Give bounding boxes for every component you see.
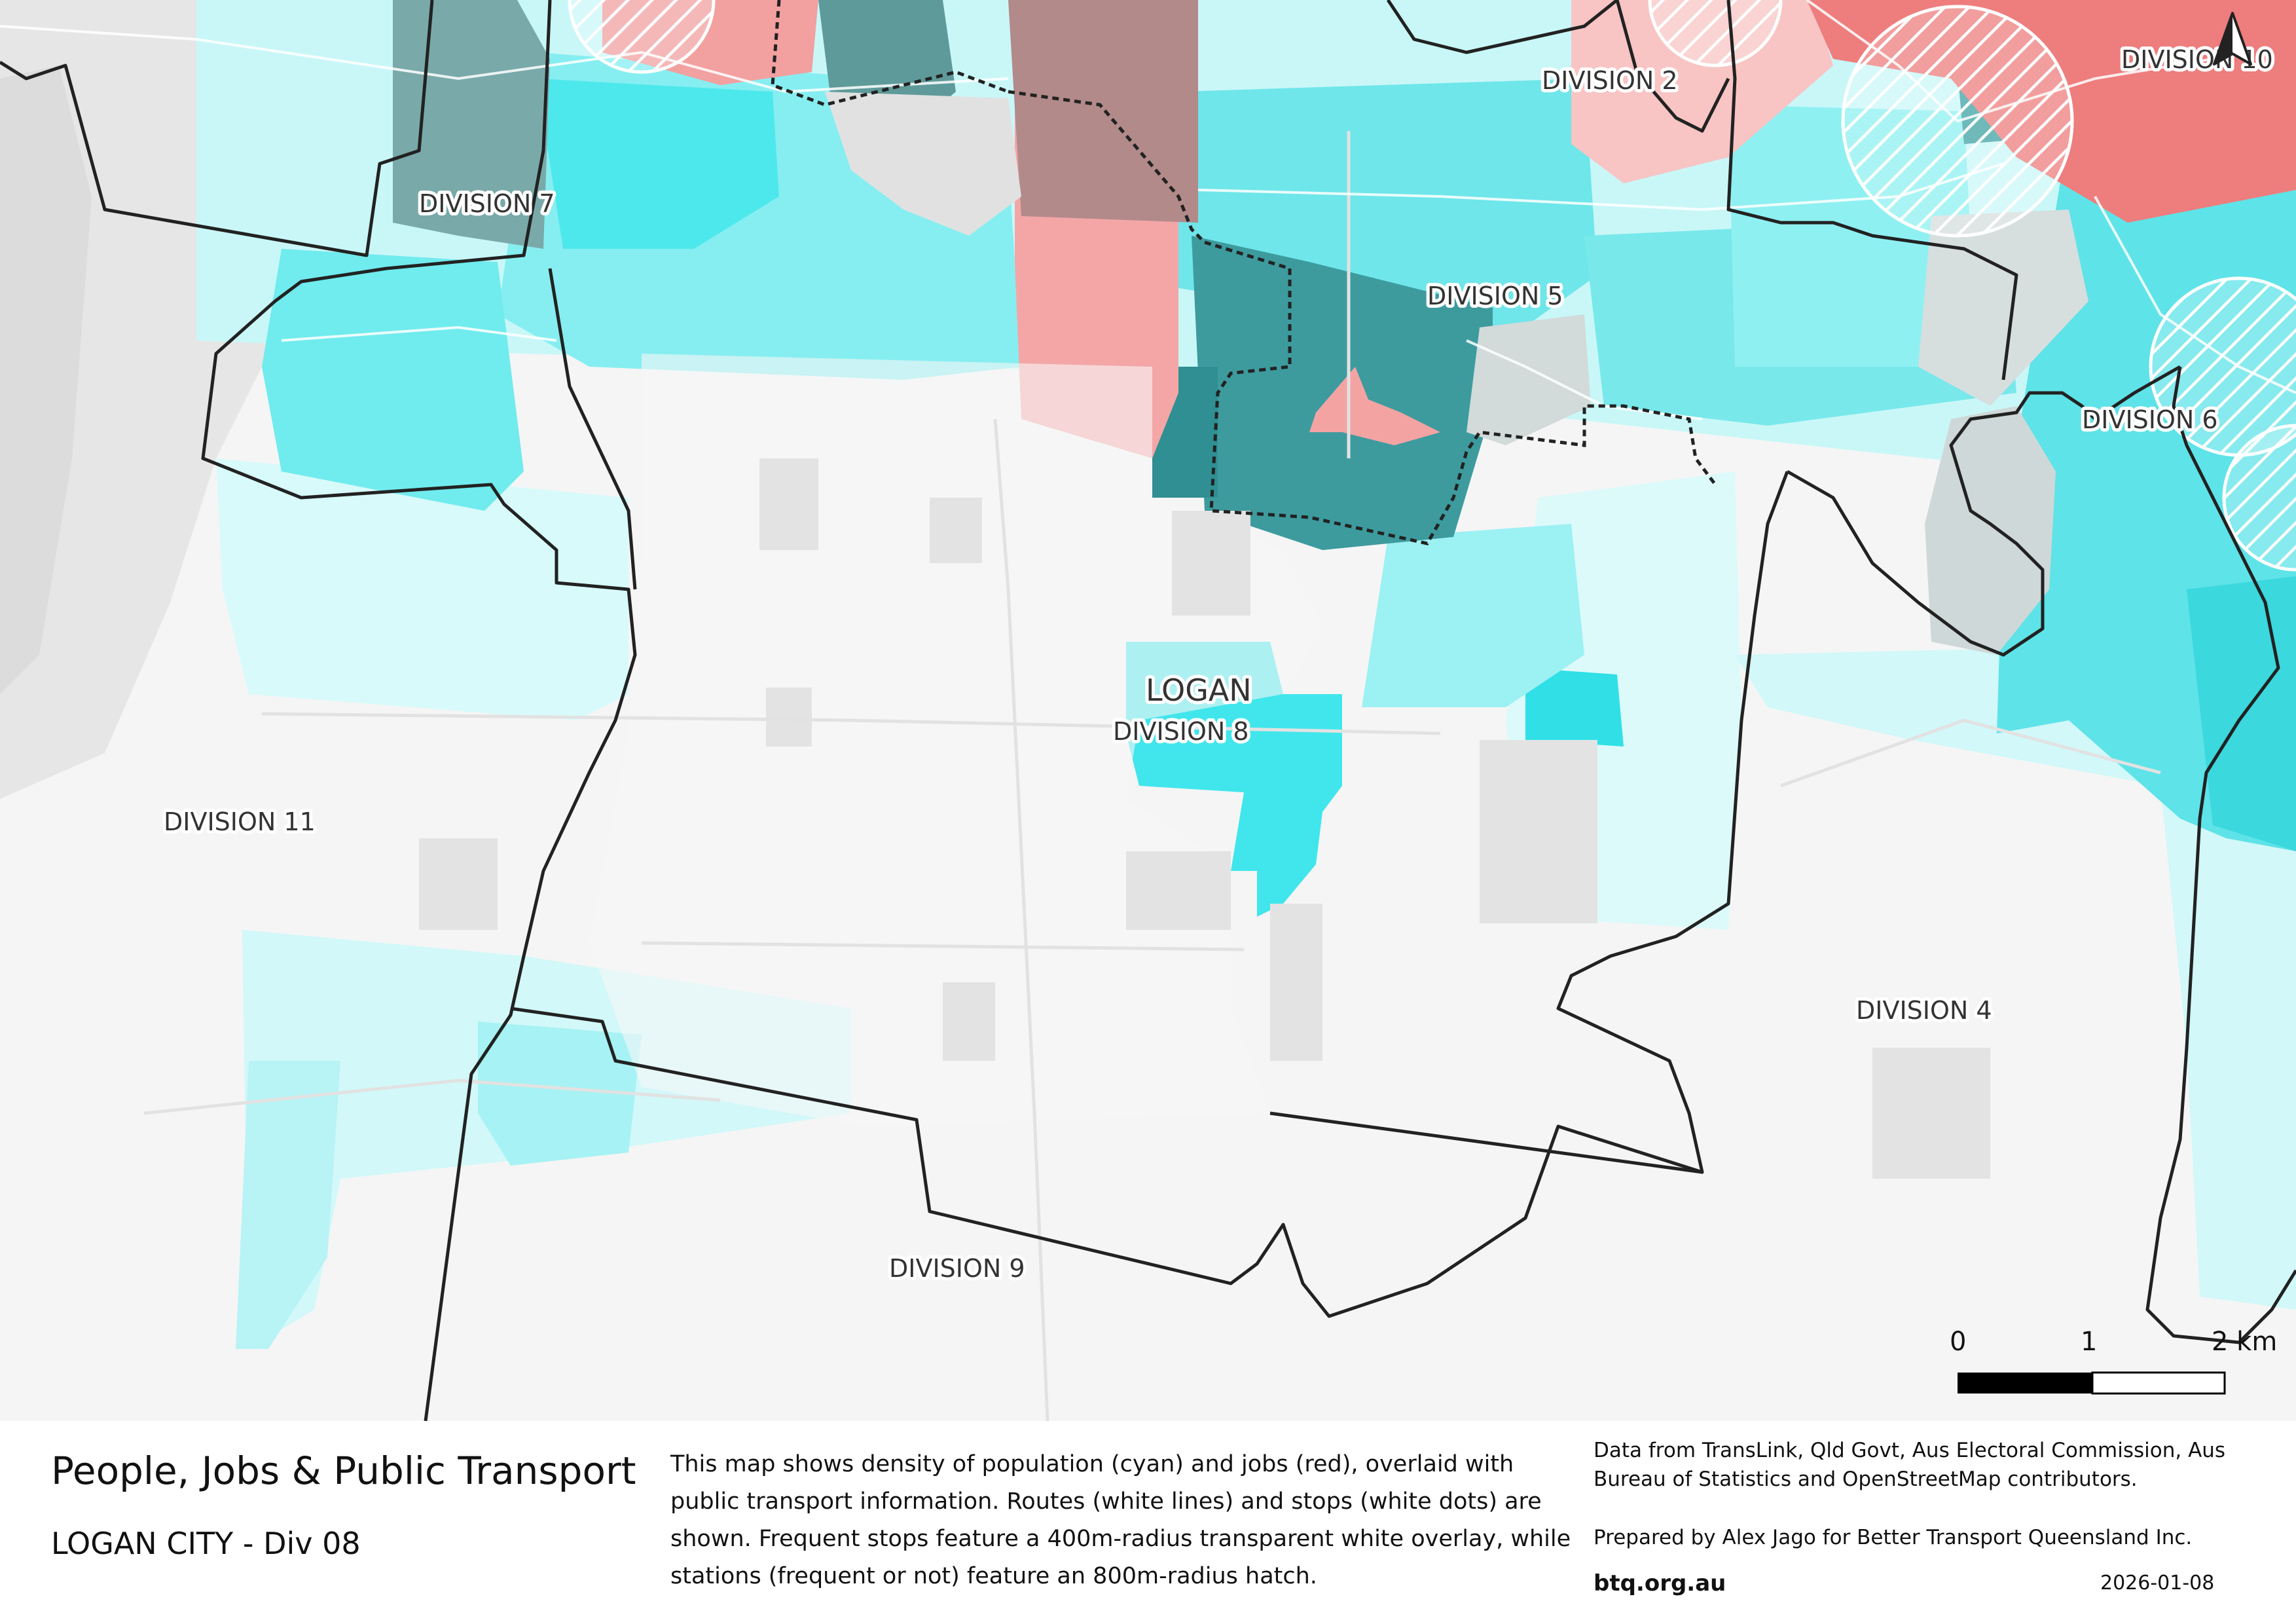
label-division-9: DIVISION 9	[889, 1254, 1025, 1283]
north-arrow-icon	[2213, 12, 2252, 65]
road-network	[143, 131, 2161, 1421]
label-division-4: DIVISION 4	[1856, 996, 1992, 1025]
population-sw-medium	[478, 1022, 642, 1166]
map-description: This map shows density of population (cy…	[670, 1446, 1574, 1595]
map-canvas[interactable]: DIVISION 2 DIVISION 10 DIVISION 7 DIVISI…	[0, 0, 2296, 1421]
population-medium-w	[262, 249, 524, 511]
website-link[interactable]: btq.org.au	[1594, 1570, 1726, 1596]
west-reserve	[0, 65, 92, 694]
built-up-parcels	[419, 458, 1990, 1179]
scale-tick-1: 1	[2081, 1327, 2097, 1357]
grey-overlay-c	[1467, 314, 1591, 445]
scale-tick-0: 0	[1950, 1327, 1966, 1357]
label-logan: LOGAN	[1146, 673, 1252, 708]
population-sw-strip	[236, 1061, 340, 1349]
label-division-5: DIVISION 5	[1427, 282, 1563, 310]
population-center-light	[1362, 524, 1584, 707]
population-east-edge	[2187, 576, 2296, 851]
scale-tick-2: 2 km	[2212, 1327, 2277, 1357]
label-division-11: DIVISION 11	[164, 807, 316, 836]
map-title: People, Jobs & Public Transport	[51, 1449, 636, 1493]
jobs-density-ne-light	[1571, 0, 1833, 183]
scale-bar: 0 1 2 km	[1950, 1327, 2277, 1395]
prepared-by: Prepared by Alex Jago for Better Transpo…	[1594, 1526, 2193, 1549]
map-footer	[0, 1421, 2296, 1624]
population-center-east-patch	[1525, 668, 1624, 747]
jobs-density-center	[1309, 367, 1440, 445]
division-boundaries	[0, 0, 2296, 1421]
grey-overlay-nw	[825, 92, 1021, 236]
map-subtitle: LOGAN CITY - Div 08	[51, 1526, 361, 1561]
label-division-7: DIVISION 7	[419, 189, 555, 218]
map-date: 2026-01-08	[2100, 1572, 2215, 1595]
jobs-density-north-dark	[1008, 0, 1198, 223]
mixed-density-dark-nw	[393, 0, 550, 249]
population-strong-w	[537, 79, 779, 249]
label-division-6: DIVISION 6	[2082, 405, 2218, 434]
grey-overlay-ne	[1918, 210, 2088, 406]
description-text: This map shows density of population (cy…	[670, 1451, 1571, 1589]
data-sources: Data from TransLink, Qld Govt, Aus Elect…	[1594, 1439, 2226, 1491]
transit-routes	[0, 0, 2296, 420]
division8-north-boundary	[771, 0, 1717, 545]
label-division-8: DIVISION 8	[1113, 717, 1249, 746]
label-division-2: DIVISION 2	[1542, 66, 1678, 95]
